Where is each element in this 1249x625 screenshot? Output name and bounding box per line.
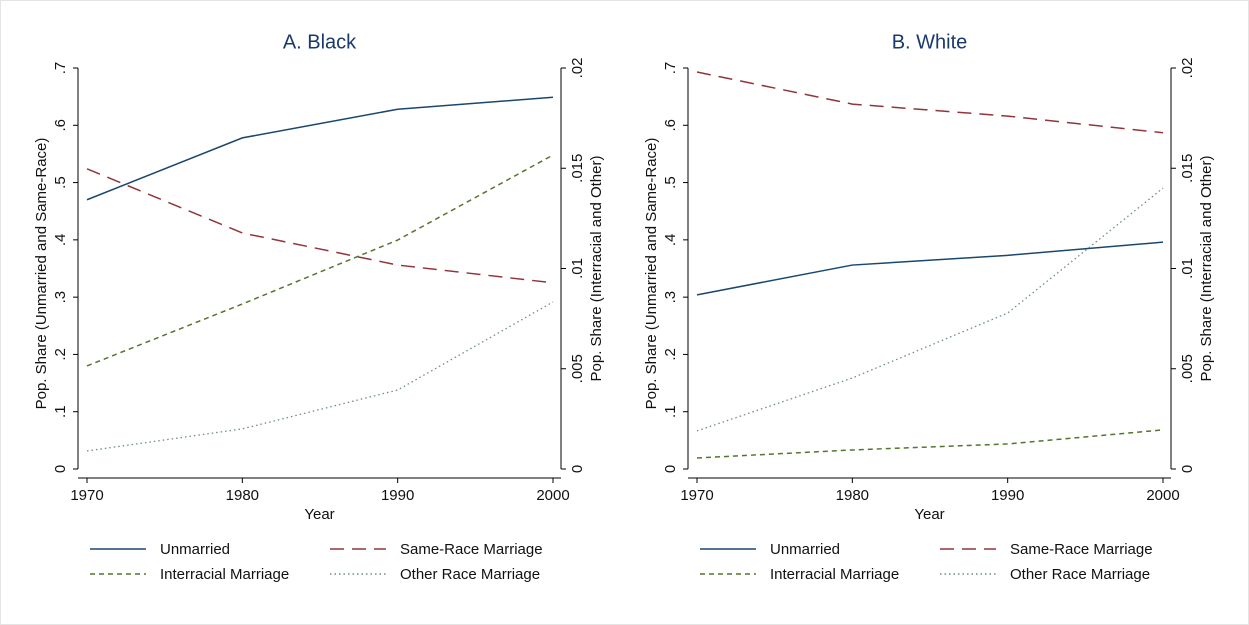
x-tick-label: 1970 [680, 487, 713, 504]
series-line [696, 187, 1164, 432]
y-tick-label: .6 [662, 119, 679, 132]
y-axis-label: Pop. Share (Unmarried and Same-Race) [33, 138, 50, 410]
y2-axis-label: Pop. Share (Interracial and Other) [588, 156, 605, 382]
legend-label: Same-Race Marriage [1010, 541, 1153, 558]
series-line [86, 168, 554, 284]
x-axis-label: Year [304, 506, 334, 523]
chart-title: A. Black [283, 31, 357, 53]
y-tick-label: .4 [662, 234, 679, 247]
series-line [86, 301, 554, 452]
x-tick-label: 2000 [1146, 487, 1179, 504]
x-tick-label: 1990 [381, 487, 414, 504]
y2-tick-label: .005 [569, 354, 586, 383]
panel: B. White 0 .1 .2 .3 .4 .5 .6 .7 0 .005 .01 .015 .02 19… [643, 31, 1215, 583]
y-tick-label: .3 [662, 291, 679, 304]
y-tick-label: .5 [662, 176, 679, 189]
y-tick-label: .4 [52, 234, 69, 247]
y2-tick-label: .015 [1179, 154, 1196, 183]
x-axis-label: Year [914, 506, 944, 523]
y-tick-label: .6 [52, 119, 69, 132]
y-tick-label: 0 [662, 465, 679, 473]
y2-tick-label: 0 [569, 465, 586, 473]
panel: A. Black 0 .1 .2 .3 .4 .5 .6 .7 0 .005 .01 .015 .02 19… [33, 31, 605, 583]
series-line [86, 96, 554, 201]
y2-axis-label: Pop. Share (Interracial and Other) [1198, 156, 1215, 382]
legend-label: Other Race Marriage [400, 566, 540, 583]
series-line [86, 154, 554, 367]
y2-tick-label: .02 [1179, 58, 1196, 79]
y-tick-label: .3 [52, 291, 69, 304]
x-tick-label: 1980 [226, 487, 259, 504]
y-tick-label: .1 [662, 405, 679, 418]
x-tick-label: 1990 [991, 487, 1024, 504]
x-tick-label: 1980 [836, 487, 869, 504]
legend-label: Same-Race Marriage [400, 541, 543, 558]
y-tick-label: .1 [52, 405, 69, 418]
y-tick-label: .7 [662, 62, 679, 75]
y2-tick-label: .01 [569, 258, 586, 279]
legend-label: Other Race Marriage [1010, 566, 1150, 583]
y-tick-label: .5 [52, 176, 69, 189]
y-tick-label: .2 [52, 348, 69, 361]
series-line [696, 241, 1164, 296]
y2-tick-label: .01 [1179, 258, 1196, 279]
x-tick-label: 2000 [536, 487, 569, 504]
y-tick-label: 0 [52, 465, 69, 473]
y2-tick-label: .005 [1179, 354, 1196, 383]
y2-tick-label: .015 [569, 154, 586, 183]
x-tick-label: 1970 [70, 487, 103, 504]
legend-label: Unmarried [160, 541, 230, 558]
chart-title: B. White [892, 31, 968, 53]
legend-label: Interracial Marriage [160, 566, 289, 583]
y2-tick-label: 0 [1179, 465, 1196, 473]
y-tick-label: .2 [662, 348, 679, 361]
legend-label: Unmarried [770, 541, 840, 558]
y-axis-label: Pop. Share (Unmarried and Same-Race) [643, 138, 660, 410]
legend-label: Interracial Marriage [770, 566, 899, 583]
series-line [696, 71, 1164, 134]
series-line [696, 429, 1164, 459]
y2-tick-label: .02 [569, 58, 586, 79]
y-tick-label: .7 [52, 62, 69, 75]
